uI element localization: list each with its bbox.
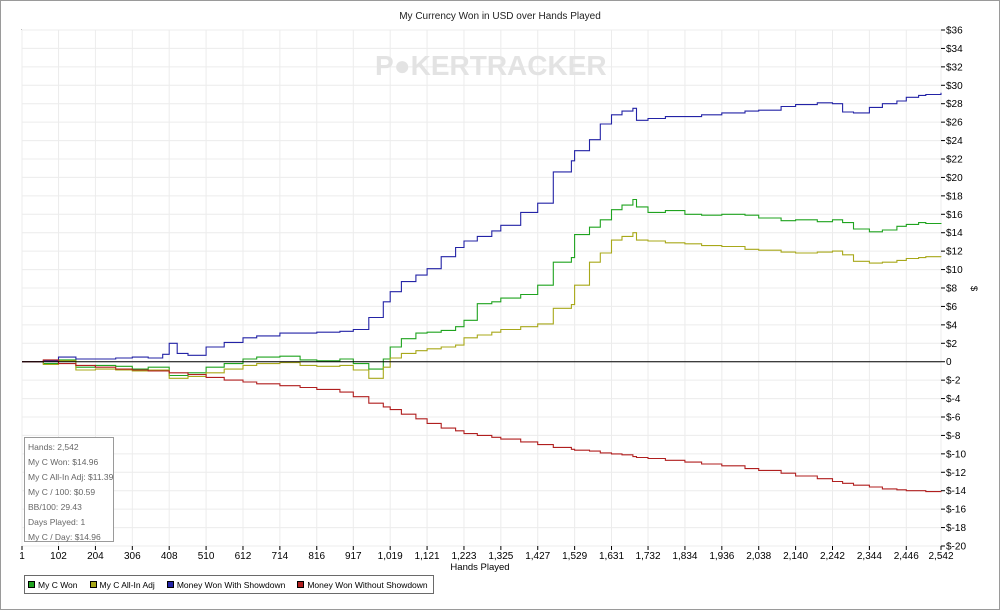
x-tick-label: 204: [87, 551, 104, 562]
x-tick-label: 2,242: [820, 551, 845, 562]
y-tick-label: $28: [946, 99, 963, 110]
legend-item-without-showdown[interactable]: Money Won Without Showdown: [297, 579, 428, 590]
stats-box: Hands: 2,542 My C Won: $14.96 My C All-I…: [24, 437, 114, 542]
y-tick-label: $32: [946, 62, 963, 73]
x-tick-label: 816: [308, 551, 325, 562]
legend-swatch: [166, 581, 174, 588]
y-tick-label: $20: [946, 173, 963, 184]
x-tick-label: 612: [235, 551, 252, 562]
x-tick-label: 1,427: [525, 551, 550, 562]
x-axis-label: Hands Played: [450, 562, 510, 573]
y-tick-label: $14: [946, 228, 963, 239]
y-tick-label: $-20: [946, 542, 966, 553]
x-tick-label: 714: [272, 551, 289, 562]
x-tick-label: 1,019: [378, 551, 403, 562]
y-tick-label: $24: [946, 136, 963, 147]
y-tick-label: 0: [946, 357, 952, 368]
watermark: P●KERTRACKER: [375, 50, 607, 81]
legend-item-with-showdown[interactable]: Money Won With Showdown: [166, 579, 286, 590]
legend-label: My C All-In Adj: [99, 579, 155, 590]
grid-lines: [21, 29, 942, 547]
legend-label: Money Won With Showdown: [176, 579, 286, 590]
y-tick-label: $26: [946, 118, 963, 129]
stat-hands: Hands: 2,542: [28, 442, 79, 452]
y-tick-label: $-16: [946, 505, 966, 516]
y-tick-label: $-12: [946, 468, 966, 479]
y-tick-label: $8: [946, 284, 958, 295]
x-tick-label: 1,325: [488, 551, 513, 562]
x-tick-label: 510: [198, 551, 215, 562]
y-tick-label: $34: [946, 44, 963, 55]
legend-item-all-in-adj[interactable]: My C All-In Adj: [89, 579, 155, 590]
x-axis-ticks: 1 102 204 306 408 510 612 714 816 917 1,019 1,121 1,…: [19, 546, 954, 562]
y-axis-label: $: [968, 285, 980, 292]
x-tick-label: 2,344: [857, 551, 882, 562]
stat-won: My C Won: $14.96: [28, 457, 99, 467]
x-tick-label: 1,936: [709, 551, 734, 562]
y-tick-label: $2: [946, 339, 958, 350]
x-tick-label: 2,542: [928, 551, 953, 562]
chart-legend: My C Won My C All-In Adj Money Won With …: [24, 575, 434, 594]
y-tick-label: $6: [946, 302, 958, 313]
series-line-2: [22, 92, 942, 363]
x-tick-label: 2,140: [783, 551, 808, 562]
y-tick-label: $-6: [946, 413, 961, 424]
x-tick-label: 1,529: [562, 551, 587, 562]
stat-per-100: My C / 100: $0.59: [28, 487, 96, 497]
legend-label: My C Won: [38, 579, 78, 590]
stat-days: Days Played: 1: [28, 517, 86, 527]
x-tick-label: 1,631: [599, 551, 624, 562]
stat-allin-adj: My C All-In Adj: $11.39: [28, 472, 114, 482]
x-tick-label: 1,121: [415, 551, 440, 562]
y-tick-label: $12: [946, 247, 963, 258]
y-tick-label: $4: [946, 320, 958, 331]
x-tick-label: 1: [19, 551, 25, 562]
y-axis-ticks: $36$34$32$30$28$26$24$22$20$18$16$14$12$…: [941, 26, 966, 553]
legend-swatch: [28, 581, 35, 588]
x-tick-label: 1,223: [451, 551, 476, 562]
series-layer: [22, 92, 942, 493]
x-tick-label: 306: [124, 551, 141, 562]
chart-title: My Currency Won in USD over Hands Played: [399, 11, 601, 22]
y-tick-label: $-14: [946, 486, 966, 497]
x-tick-label: 102: [50, 551, 67, 562]
stat-per-day: My C / Day: $14.96: [28, 532, 101, 542]
y-tick-label: $-18: [946, 523, 966, 534]
legend-swatch: [297, 581, 305, 588]
y-tick-label: $-10: [946, 449, 966, 460]
legend-label: Money Won Without Showdown: [307, 579, 428, 590]
y-tick-label: $-4: [946, 394, 961, 405]
series-line-0: [22, 198, 942, 377]
x-tick-label: 917: [345, 551, 362, 562]
y-tick-label: $18: [946, 191, 963, 202]
y-tick-label: $10: [946, 265, 963, 276]
x-tick-label: 2,038: [746, 551, 771, 562]
x-tick-label: 1,834: [672, 551, 697, 562]
x-tick-label: 2,446: [894, 551, 919, 562]
y-tick-label: $-2: [946, 376, 961, 387]
series-line-3: [22, 359, 942, 493]
series-line-1: [22, 232, 942, 379]
legend-swatch: [89, 581, 97, 588]
legend-item-my-c-won[interactable]: My C Won: [28, 580, 78, 590]
stat-bb-100: BB/100: 29.43: [28, 502, 82, 512]
y-tick-label: $30: [946, 81, 963, 92]
y-tick-label: $36: [946, 26, 963, 37]
y-tick-label: $16: [946, 210, 963, 221]
x-tick-label: 408: [161, 551, 178, 562]
x-tick-label: 1,732: [636, 551, 661, 562]
y-tick-label: $-8: [946, 431, 961, 442]
y-tick-label: $22: [946, 155, 963, 166]
watermark-chip-icon: ●: [394, 50, 411, 81]
